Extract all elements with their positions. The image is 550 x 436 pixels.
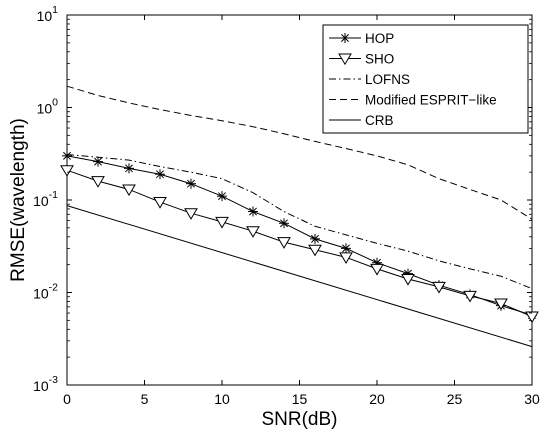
tick-layer: 0 5 10 15 20 25 30 10-3 10-2 10-1 100 101 xyxy=(33,4,540,407)
data-point xyxy=(308,244,322,257)
data-point xyxy=(370,263,384,276)
series-line-4 xyxy=(66,85,533,220)
data-point xyxy=(401,273,415,286)
series-3 xyxy=(66,154,533,290)
series-4 xyxy=(66,85,533,220)
x-tick-label: 30 xyxy=(524,391,540,407)
data-point xyxy=(184,208,198,220)
legend-entry: LOFNS xyxy=(329,72,410,87)
series-line-5 xyxy=(66,205,533,348)
x-tick-label: 10 xyxy=(214,391,230,407)
y-tick-label: 10-3 xyxy=(33,374,58,394)
legend-entry: CRB xyxy=(329,113,394,128)
series-line-1 xyxy=(66,155,533,316)
legend-label: SHO xyxy=(365,52,394,67)
legend-entry: HOP xyxy=(329,31,394,46)
data-point xyxy=(122,184,136,197)
data-point xyxy=(60,165,74,177)
data-point xyxy=(339,252,353,265)
legend: HOP SHO LOFNS Modified ESPRIT−like CRB xyxy=(322,24,529,134)
legend-marker xyxy=(340,33,350,43)
legend-marker xyxy=(338,53,352,66)
data-point xyxy=(310,233,320,244)
legend-label: CRB xyxy=(365,113,394,128)
data-point xyxy=(494,298,508,311)
legend-entry: SHO xyxy=(329,52,394,67)
data-point xyxy=(279,218,289,229)
data-point xyxy=(217,191,227,202)
data-point xyxy=(215,216,229,229)
legend-label: HOP xyxy=(365,31,394,46)
data-point xyxy=(341,243,351,254)
x-tick-label: 5 xyxy=(141,391,149,407)
data-point xyxy=(248,206,258,217)
data-point xyxy=(93,156,103,167)
data-point xyxy=(463,290,477,303)
x-tick-label: 20 xyxy=(369,391,385,407)
legend-entry: Modified ESPRIT−like xyxy=(329,93,497,108)
data-point xyxy=(525,311,539,324)
legend-box xyxy=(322,24,529,134)
series-layer xyxy=(60,85,539,348)
legend-label: LOFNS xyxy=(365,72,410,87)
data-point xyxy=(277,237,291,249)
data-point xyxy=(124,163,134,174)
legend-label: Modified ESPRIT−like xyxy=(365,93,497,108)
series-line-3 xyxy=(66,154,533,290)
y-axis-title: RMSE(wavelength) xyxy=(8,118,29,282)
series-2 xyxy=(60,165,539,324)
y-tick-label: 10-1 xyxy=(33,189,58,209)
data-point xyxy=(186,178,196,189)
data-point xyxy=(91,176,105,188)
y-tick-label: 10-2 xyxy=(33,282,58,302)
series-5 xyxy=(66,205,533,348)
x-axis-title: SNR(dB) xyxy=(261,409,337,430)
x-tick-label: 0 xyxy=(63,391,71,407)
y-tick-label: 100 xyxy=(37,97,59,117)
y-tick-label: 101 xyxy=(37,4,59,24)
data-point xyxy=(246,226,260,238)
x-tick-label: 15 xyxy=(292,391,308,407)
x-tick-label: 25 xyxy=(447,391,463,407)
data-point xyxy=(432,281,446,294)
series-line-2 xyxy=(66,169,533,317)
data-point xyxy=(153,197,167,209)
data-point xyxy=(155,169,165,180)
